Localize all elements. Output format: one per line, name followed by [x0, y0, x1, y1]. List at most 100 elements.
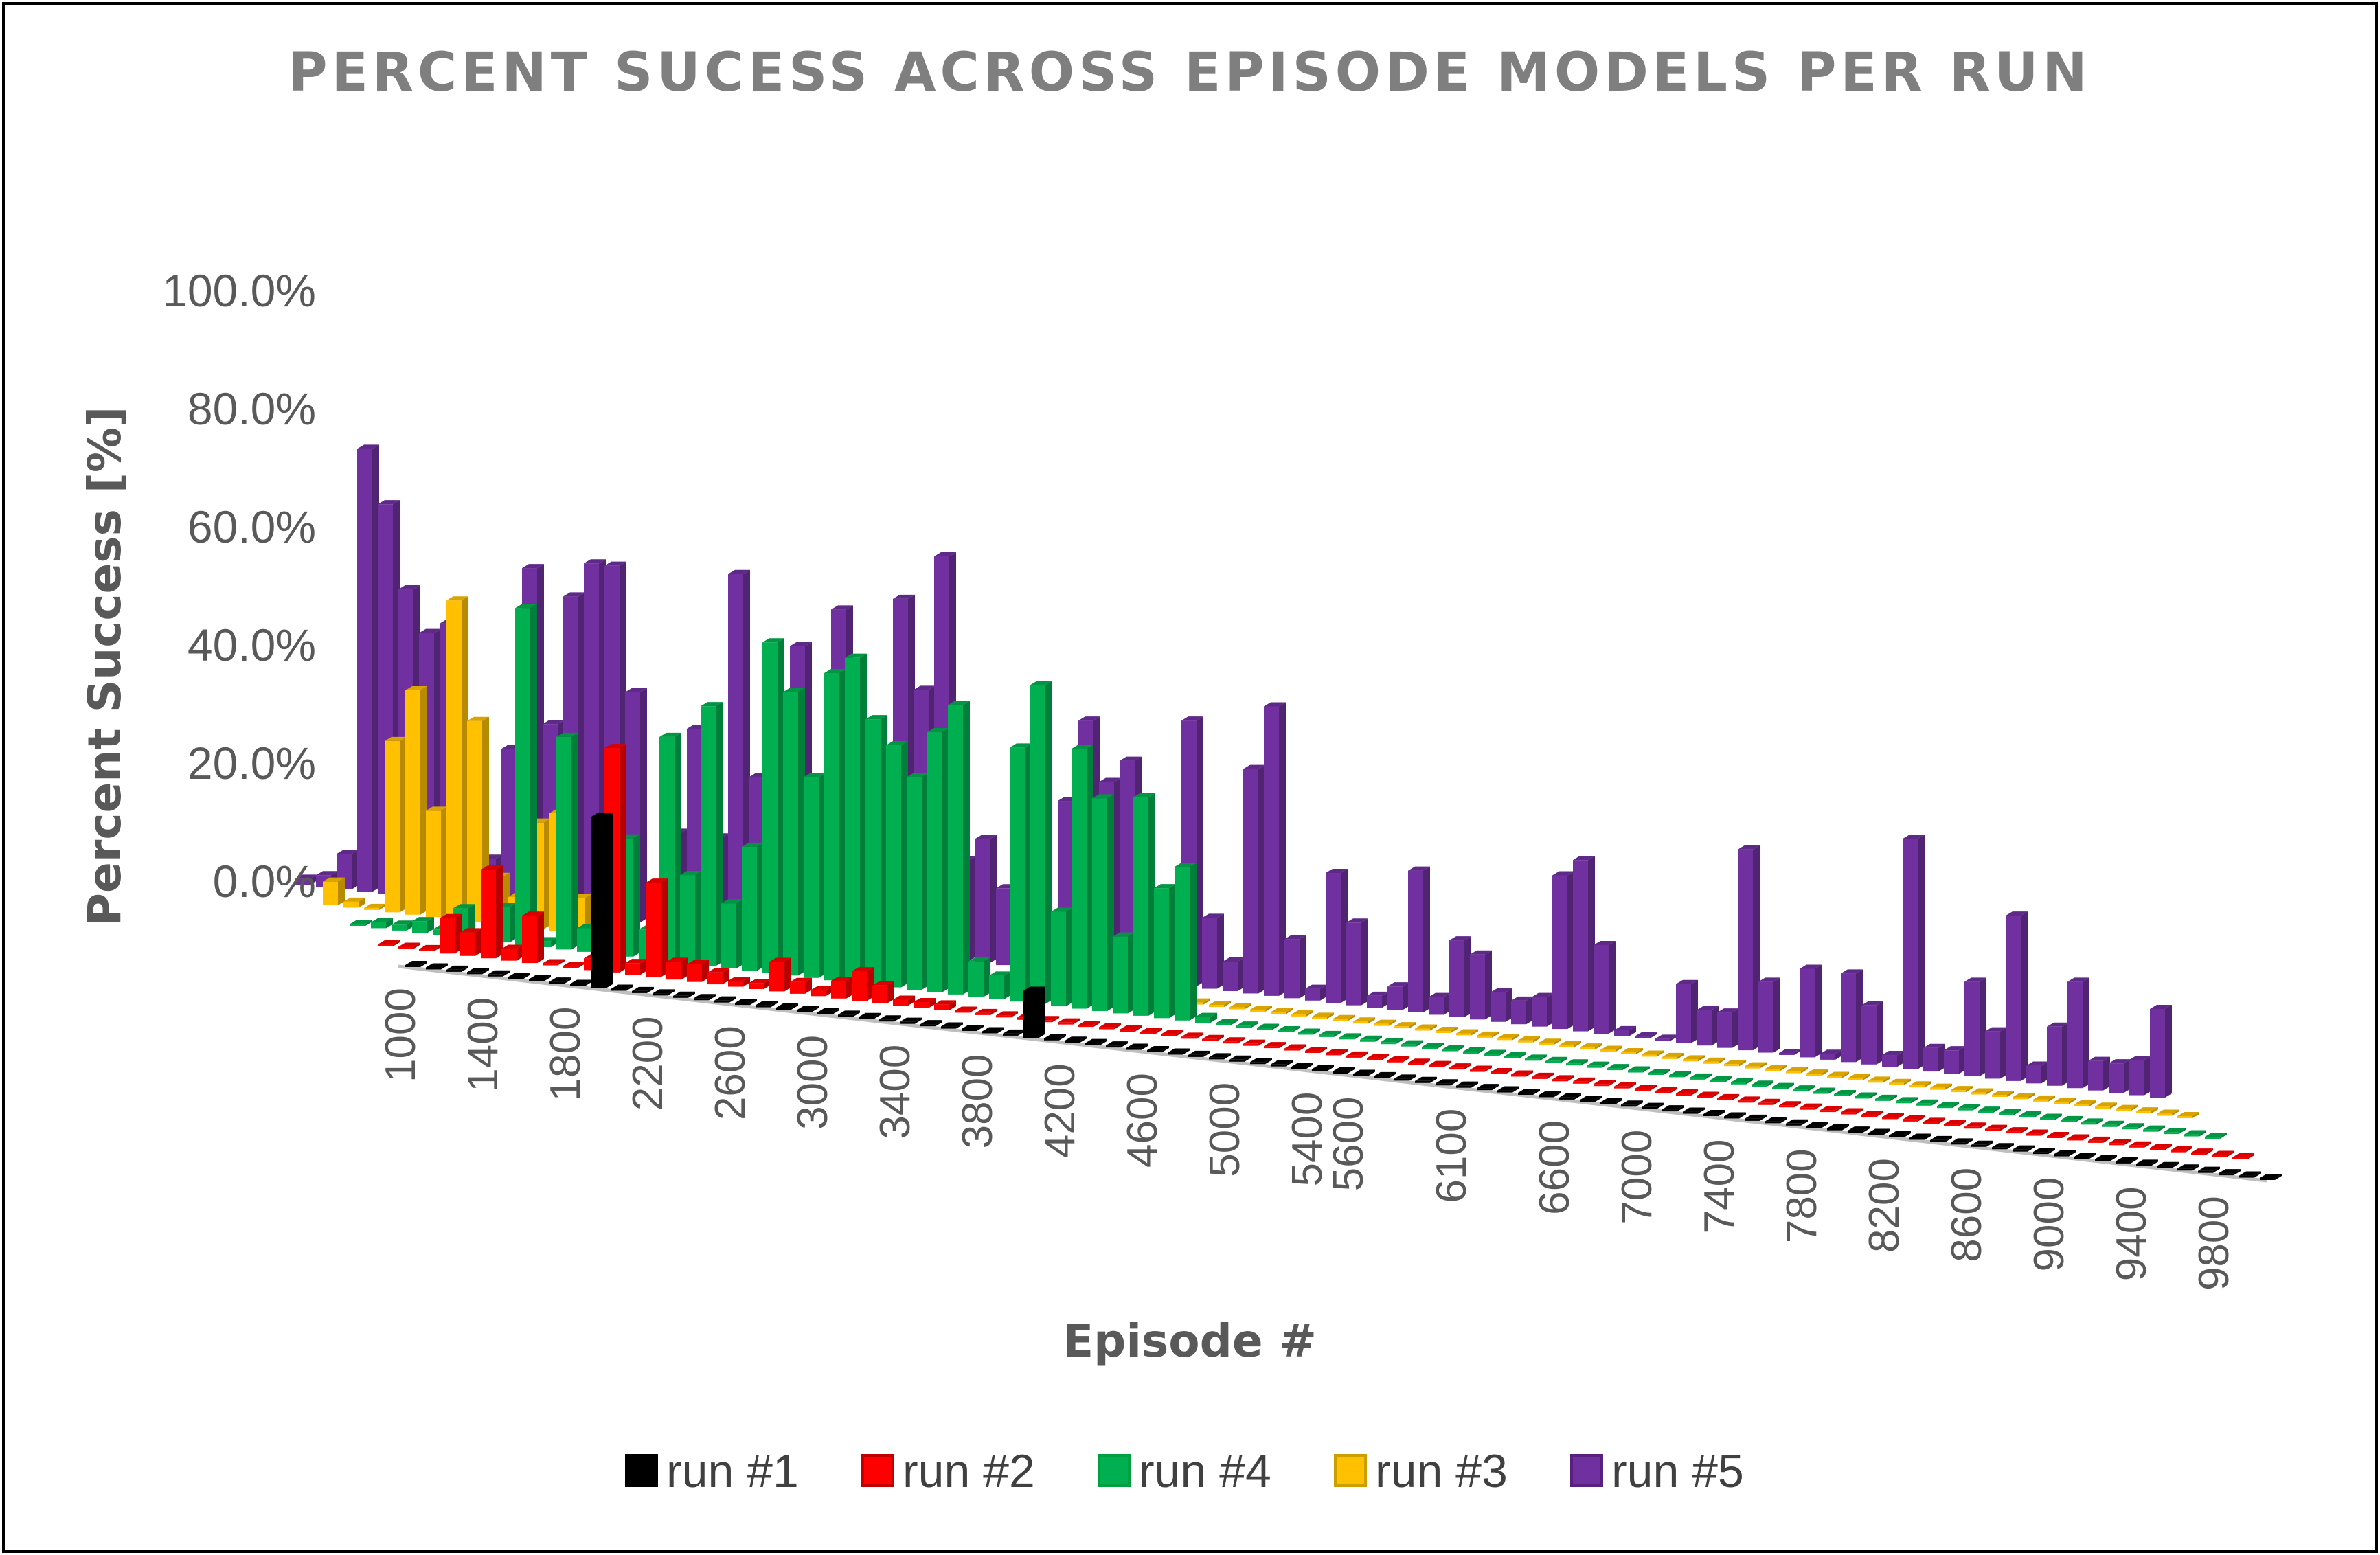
bar-run-1-5400 [1312, 1065, 1334, 1071]
bar-run-1-6900 [1621, 1100, 1643, 1107]
bar-run-3-10000 [2177, 1112, 2199, 1118]
bar-run-5-5800 [1284, 935, 1306, 999]
bar-run-2-4400 [1078, 1021, 1100, 1028]
bar-run-2-8600 [1944, 1120, 1966, 1126]
bar-run-4-1100 [371, 918, 393, 929]
bar-run-4-3400 [845, 653, 867, 983]
bar-run-2-4300 [1058, 1018, 1080, 1025]
bar-run-5-7700 [1676, 979, 1698, 1043]
x-tick-label: 9000 [2026, 1177, 2073, 1272]
bar-run-2-9500 [2129, 1141, 2151, 1148]
bar-run-2-1100 [398, 942, 420, 949]
bar-run-3-7200 [1600, 1045, 1622, 1052]
legend: run #1 run #2 run #4 run #3 run #5 [625, 1445, 1744, 1497]
bar-run-2-9800 [2191, 1148, 2213, 1155]
bar-run-1-5200 [1271, 1060, 1293, 1067]
bar-run-1-2900 [797, 1006, 819, 1012]
bar-run-4-7200 [1628, 1066, 1650, 1073]
legend-item-run-1: run #1 [625, 1445, 799, 1497]
bar-run-5-5600 [1243, 764, 1265, 994]
bar-run-2-1900 [563, 962, 585, 968]
bar-run-1-4300 [1085, 1038, 1107, 1045]
bar-run-4-8100 [1813, 1087, 1835, 1094]
bar-run-2-5600 [1326, 1049, 1348, 1056]
bar-run-1-10000 [2260, 1174, 2282, 1180]
bar-run-3-7800 [1724, 1060, 1746, 1067]
x-tick-label: 3400 [872, 1045, 919, 1139]
bar-run-1-8500 [1951, 1138, 1973, 1145]
bar-run-1-6800 [1600, 1098, 1622, 1104]
bar-run-4-7000 [1587, 1061, 1609, 1068]
y-axis-ticks: 0.0% 20.0% 40.0% 60.0% 80.0% 100.0% [162, 265, 316, 907]
bar-run-3-6700 [1497, 1034, 1519, 1041]
bar-run-1-5300 [1291, 1063, 1313, 1069]
bar-run-1-4500 [1126, 1043, 1148, 1050]
bar-run-1-7000 [1642, 1102, 1664, 1109]
bar-run-2-6400 [1491, 1068, 1512, 1074]
bar-run-1-2100 [632, 986, 654, 993]
bar-run-2-1800 [543, 959, 565, 966]
bar-run-3-6500 [1456, 1029, 1478, 1036]
x-tick-label: 7000 [1613, 1130, 1661, 1225]
bar-run-2-9200 [2067, 1134, 2089, 1141]
y-tick-label: 80.0% [188, 383, 316, 434]
bar-run-2-2300 [646, 878, 668, 977]
bar-run-2-7600 [1738, 1096, 1760, 1103]
bar-run-5-6800 [1491, 988, 1512, 1022]
bar-run-5-8300 [1800, 964, 1822, 1058]
bar-run-1-1900 [591, 813, 613, 988]
bar-run-4-6300 [1442, 1045, 1464, 1052]
bar-run-4-4500 [1072, 745, 1093, 1009]
bar-run-2-4000 [996, 1011, 1018, 1018]
bar-run-4-9500 [2102, 1120, 2124, 1127]
legend-swatch [1098, 1454, 1131, 1487]
bar-run-3-9100 [1992, 1091, 2014, 1097]
bar-run-4-4000 [968, 957, 990, 997]
bar-run-5-9800 [2109, 1059, 2131, 1093]
legend-item-run-3: run #3 [1334, 1445, 1508, 1497]
bar-run-1-8400 [1930, 1135, 1952, 1142]
bar-run-1-5600 [1353, 1069, 1375, 1076]
bar-run-2-5900 [1387, 1056, 1409, 1063]
legend-item-run-5: run #5 [1570, 1445, 1744, 1497]
bar-run-3-5800 [1312, 1012, 1334, 1019]
legend-swatch [1334, 1454, 1367, 1487]
bar-run-4-2700 [701, 702, 723, 966]
bar-run-2-7500 [1717, 1093, 1739, 1100]
bar-run-5-8200 [1779, 1049, 1801, 1055]
bar-run-1-3100 [838, 1010, 860, 1017]
bar-run-2-1700 [522, 911, 544, 964]
bar-run-2-2600 [707, 968, 729, 985]
bar-run-5-6500 [1429, 992, 1451, 1015]
bar-run-2-7200 [1655, 1087, 1677, 1093]
bar-run-2-1200 [419, 944, 441, 951]
bar-run-5-6900 [1511, 996, 1533, 1025]
bar-run-1-8300 [1909, 1133, 1931, 1140]
bar-run-2-5200 [1243, 1039, 1265, 1046]
y-axis-title: Percent Success [%] [78, 407, 131, 927]
bar-run-1-9100 [2074, 1153, 2096, 1159]
bar-run-2-8800 [1985, 1124, 2007, 1131]
bar-run-4-4800 [1133, 793, 1155, 1016]
bar-run-2-8100 [1841, 1108, 1863, 1115]
bar-run-1-1500 [508, 973, 530, 979]
bar-run-5-6300 [1387, 982, 1409, 1010]
x-tick-label: 6600 [1531, 1120, 1578, 1215]
bar-run-2-9300 [2088, 1136, 2110, 1143]
legend-item-run-2: run #2 [861, 1445, 1035, 1497]
bar-run-2-7800 [1779, 1101, 1801, 1108]
bar-run-1-4800 [1188, 1050, 1210, 1057]
bar-run-2-8400 [1903, 1115, 1925, 1122]
bar-run-5-5700 [1264, 702, 1286, 996]
bar-run-1-2400 [694, 994, 716, 1001]
bar-run-3-6900 [1539, 1038, 1561, 1045]
bar-run-4-6100 [1401, 1040, 1423, 1047]
bar-run-4-5500 [1278, 1026, 1300, 1032]
x-tick-label: 2200 [624, 1016, 672, 1111]
bar-run-2-9000 [2026, 1129, 2048, 1136]
bar-run-5-7100 [1552, 871, 1574, 1030]
bar-run-3-5300 [1209, 1001, 1231, 1008]
bar-run-3-9000 [1971, 1088, 1993, 1095]
bar-run-3-7000 [1559, 1041, 1581, 1047]
